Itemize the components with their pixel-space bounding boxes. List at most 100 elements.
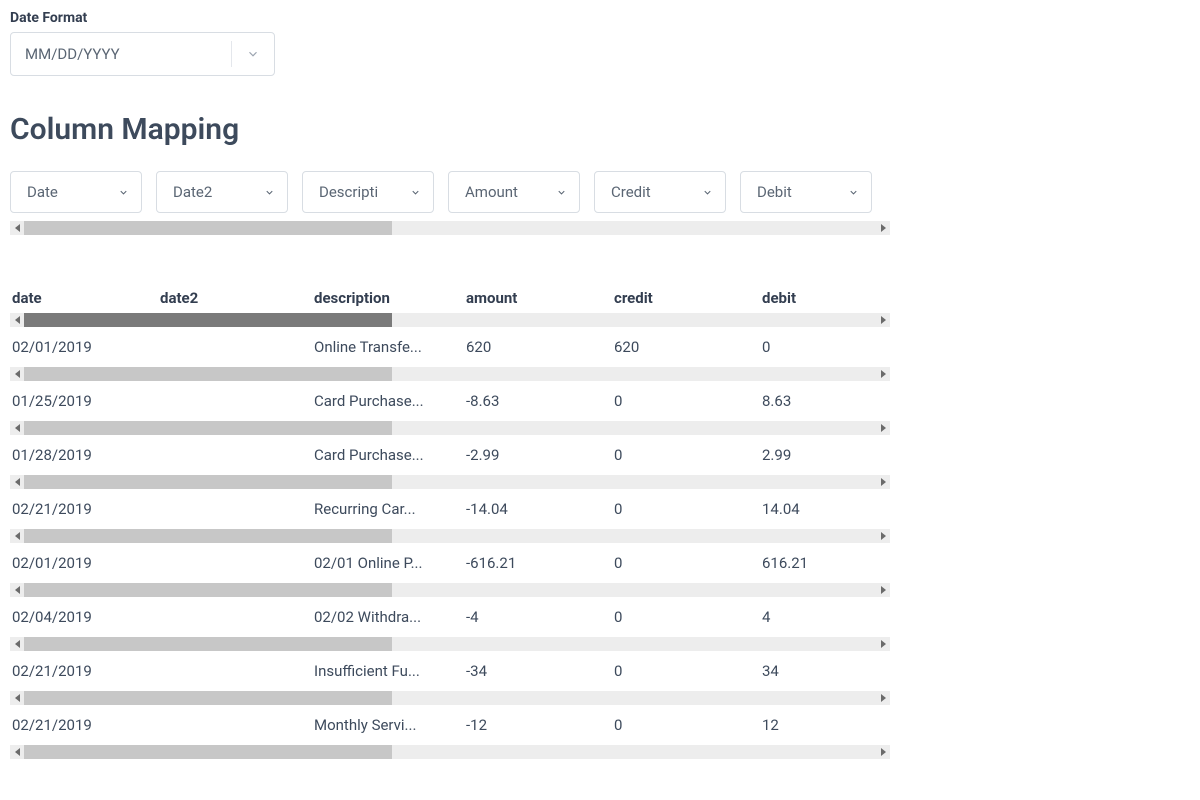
scroll-thumb[interactable]	[24, 745, 392, 759]
cell-date: 02/21/2019	[10, 662, 158, 680]
mapping-scrollbar[interactable]	[10, 221, 890, 235]
row-scrollbar[interactable]	[10, 475, 890, 489]
mapping-select-credit[interactable]: Credit	[594, 171, 726, 213]
table-row: 01/28/2019Card Purchase...-2.9902.99	[10, 435, 890, 475]
scroll-left-icon[interactable]	[10, 529, 24, 543]
scroll-thumb[interactable]	[24, 421, 392, 435]
cell-credit: 0	[612, 446, 760, 464]
row-scrollbar[interactable]	[10, 745, 890, 759]
row-scrollbar[interactable]	[10, 637, 890, 651]
scroll-left-icon[interactable]	[10, 221, 24, 235]
scroll-right-icon[interactable]	[876, 745, 890, 759]
cell-debit: 4	[760, 608, 900, 626]
scroll-right-icon[interactable]	[876, 637, 890, 651]
cell-credit: 0	[612, 500, 760, 518]
cell-description: 02/02 Withdra...	[312, 608, 464, 626]
table-row: 02/01/201902/01 Online P...-616.210616.2…	[10, 543, 890, 583]
cell-credit: 0	[612, 608, 760, 626]
scroll-thumb[interactable]	[24, 583, 392, 597]
cell-description: Recurring Car...	[312, 500, 464, 518]
row-scrollbar[interactable]	[10, 583, 890, 597]
scroll-left-icon[interactable]	[10, 745, 24, 759]
scroll-thumb[interactable]	[24, 475, 392, 489]
scroll-thumb[interactable]	[24, 313, 392, 327]
chevron-down-icon	[848, 187, 859, 198]
column-header-description: description	[312, 283, 464, 313]
scroll-right-icon[interactable]	[876, 367, 890, 381]
column-header-credit: credit	[612, 283, 760, 313]
cell-amount: -8.63	[464, 392, 612, 410]
chevron-down-icon	[118, 187, 129, 198]
mapping-select-debit[interactable]: Debit	[740, 171, 872, 213]
column-header-amount: amount	[464, 283, 612, 313]
mapping-select-label: Amount	[465, 183, 518, 201]
scroll-thumb[interactable]	[24, 637, 392, 651]
header-scrollbar[interactable]	[10, 313, 890, 327]
table-row: 02/21/2019Recurring Car...-14.04014.04	[10, 489, 890, 529]
scroll-thumb[interactable]	[24, 529, 392, 543]
cell-debit: 12	[760, 716, 900, 734]
cell-debit: 34	[760, 662, 900, 680]
date-format-select[interactable]: MM/DD/YYYY	[10, 32, 275, 76]
cell-description: Insufficient Fu...	[312, 662, 464, 680]
row-scrollbar[interactable]	[10, 529, 890, 543]
cell-credit: 620	[612, 338, 760, 356]
mapping-select-label: Date	[27, 183, 58, 201]
mapping-select-date[interactable]: Date	[10, 171, 142, 213]
cell-debit: 14.04	[760, 500, 900, 518]
scroll-left-icon[interactable]	[10, 421, 24, 435]
date-format-label: Date Format	[10, 10, 890, 26]
scroll-left-icon[interactable]	[10, 583, 24, 597]
table-row: 01/25/2019Card Purchase...-8.6308.63	[10, 381, 890, 421]
scroll-left-icon[interactable]	[10, 367, 24, 381]
data-table: datedate2descriptionamountcreditdebit 02…	[10, 283, 890, 759]
scroll-left-icon[interactable]	[10, 637, 24, 651]
scroll-right-icon[interactable]	[876, 529, 890, 543]
scroll-left-icon[interactable]	[10, 475, 24, 489]
scroll-left-icon[interactable]	[10, 691, 24, 705]
cell-debit: 0	[760, 338, 900, 356]
cell-description: Online Transfe...	[312, 338, 464, 356]
scroll-thumb[interactable]	[24, 221, 392, 235]
table-row: 02/04/201902/02 Withdra...-404	[10, 597, 890, 637]
scroll-thumb[interactable]	[24, 691, 392, 705]
cell-description: 02/01 Online P...	[312, 554, 464, 572]
mapping-select-date2[interactable]: Date2	[156, 171, 288, 213]
mapping-select-amount[interactable]: Amount	[448, 171, 580, 213]
row-scrollbar[interactable]	[10, 421, 890, 435]
mapping-row: Date Date2 Descripti Amount Credit Debit	[10, 171, 890, 213]
scroll-right-icon[interactable]	[876, 221, 890, 235]
cell-amount: -12	[464, 716, 612, 734]
mapping-select-label: Debit	[757, 183, 792, 201]
column-header-date: date	[10, 283, 158, 313]
cell-description: Card Purchase...	[312, 392, 464, 410]
row-scrollbar[interactable]	[10, 367, 890, 381]
scroll-right-icon[interactable]	[876, 691, 890, 705]
scroll-right-icon[interactable]	[876, 313, 890, 327]
scroll-right-icon[interactable]	[876, 421, 890, 435]
cell-amount: -34	[464, 662, 612, 680]
table-header-row: datedate2descriptionamountcreditdebit	[10, 283, 890, 313]
scroll-right-icon[interactable]	[876, 583, 890, 597]
cell-date: 02/04/2019	[10, 608, 158, 626]
cell-credit: 0	[612, 392, 760, 410]
table-row: 02/21/2019Monthly Servi...-12012	[10, 705, 890, 745]
scroll-thumb[interactable]	[24, 367, 392, 381]
cell-date: 02/01/2019	[10, 554, 158, 572]
chevron-down-icon	[232, 33, 274, 75]
page-root: Date Format MM/DD/YYYY Column Mapping Da…	[0, 0, 900, 779]
cell-date: 01/28/2019	[10, 446, 158, 464]
mapping-select-descripti[interactable]: Descripti	[302, 171, 434, 213]
cell-debit: 2.99	[760, 446, 900, 464]
row-scrollbar[interactable]	[10, 691, 890, 705]
cell-amount: 620	[464, 338, 612, 356]
cell-debit: 616.21	[760, 554, 900, 572]
cell-amount: -2.99	[464, 446, 612, 464]
cell-amount: -4	[464, 608, 612, 626]
scroll-left-icon[interactable]	[10, 313, 24, 327]
chevron-down-icon	[410, 187, 421, 198]
scroll-right-icon[interactable]	[876, 475, 890, 489]
chevron-down-icon	[264, 187, 275, 198]
cell-credit: 0	[612, 554, 760, 572]
table-row: 02/21/2019Insufficient Fu...-34034	[10, 651, 890, 691]
